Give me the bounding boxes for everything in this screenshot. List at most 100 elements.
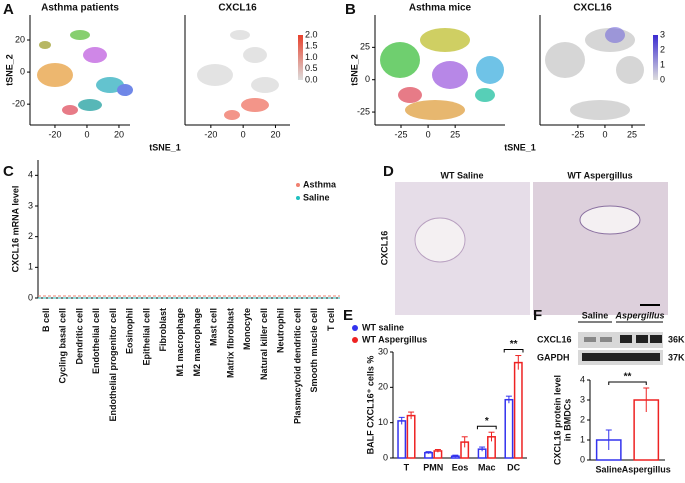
y-axis-label: CXCL16 mRNA level [10, 186, 20, 273]
x-tick-label: 0 [426, 129, 431, 139]
lane-label: Saline [582, 310, 609, 320]
row-label: CXCL16 [379, 231, 389, 266]
y-tick-label: 0 [580, 454, 585, 464]
x-tick-label: Natural killer cell [259, 308, 269, 380]
x-tick-label: T cell [326, 308, 336, 331]
legend-label: Saline [303, 192, 330, 202]
x-tick-label: 20 [114, 129, 124, 139]
x-tick-label: 25 [450, 129, 460, 139]
x-tick-label: Eosinophil [125, 308, 135, 354]
x-tick-label: Smooth muscle cell [309, 308, 319, 393]
bar [513, 361, 523, 459]
legend-swatch [352, 325, 358, 331]
y-tick-label: 3 [28, 200, 33, 210]
y-tick-label: 25 [360, 42, 370, 52]
blot-size: 36KD [668, 334, 685, 344]
colorbar-label: 1.0 [305, 52, 318, 62]
y-axis-label: tSNE_2 [4, 54, 14, 86]
blot-size: 37KD [668, 352, 685, 362]
legend-swatch [352, 337, 358, 343]
layout [37, 27, 668, 365]
x-tick-label: Saline [595, 464, 622, 474]
panel-letter: A [3, 1, 14, 18]
y-tick-label: 1 [28, 262, 33, 272]
y-axis-label: BALF CXCL16⁺ cells % [365, 356, 375, 455]
panel-title: Asthma mice [409, 3, 472, 14]
x-tick-label: Dendritic cell [74, 308, 84, 365]
colorbar-label: 1 [660, 59, 665, 69]
x-tick-label: 0 [241, 129, 246, 139]
x-tick-label: Eos [452, 462, 469, 472]
bar [406, 414, 416, 459]
bar [397, 420, 407, 459]
colorbar-label: 1.5 [305, 41, 318, 51]
blot-row-label: CXCL16 [537, 334, 572, 344]
colorbar-label: 0.0 [305, 74, 318, 84]
y-tick-label: 0 [28, 292, 33, 302]
x-tick-label: Mac [478, 462, 496, 472]
x-tick-label: T [404, 462, 410, 472]
panel-letter: F [533, 307, 542, 324]
x-tick-label: -25 [394, 129, 407, 139]
x-tick-label: DC [507, 462, 520, 472]
x-tick-label: PMN [423, 462, 443, 472]
significance-bracket [608, 381, 647, 385]
legend-label: Asthma [303, 179, 337, 189]
x-tick-label: -20 [204, 129, 217, 139]
x-tick-label: 25 [627, 129, 637, 139]
x-tick-label: B cell [41, 308, 51, 332]
bar [504, 398, 514, 459]
panel-letter: D [383, 163, 394, 180]
colorbar-label: 2.0 [305, 29, 318, 39]
x-tick-label: Cycling basal cell [58, 308, 68, 384]
legend-label: WT saline [362, 322, 404, 332]
y-axis-label: CXCL16 protein level [552, 375, 562, 465]
legend-swatch [296, 196, 300, 200]
x-tick-label: 20 [270, 129, 280, 139]
legend-label: WT Aspergillus [362, 334, 427, 344]
panel-title: CXCL16 [218, 3, 257, 14]
y-tick-label: 0 [383, 452, 388, 462]
column-label: WT Saline [440, 170, 483, 180]
x-axis-label: tSNE_1 [504, 142, 536, 152]
x-tick-label: Aspergillus [622, 464, 671, 474]
significance-bracket [476, 425, 497, 430]
x-tick-label: Plasmacytoid dendritic cell [292, 308, 302, 424]
y-tick-label: 3 [580, 394, 585, 404]
x-tick-label: Neutrophil [276, 308, 286, 353]
y-tick-label: 0 [20, 66, 25, 76]
y-tick-label: -25 [357, 106, 370, 116]
panel-title: CXCL16 [573, 3, 612, 14]
x-tick-label: Mast cell [209, 308, 219, 346]
colorbar-label: 0.5 [305, 63, 318, 73]
y-tick-label: 2 [580, 414, 585, 424]
x-tick-label: 0 [84, 129, 89, 139]
colorbar [653, 35, 658, 80]
x-tick-label: Endothelial progenitor cell [108, 308, 118, 422]
blot-row-label: GAPDH [537, 352, 570, 362]
colorbar [298, 35, 303, 80]
lane-label: Aspergillus [614, 310, 664, 320]
x-tick-label: 0 [602, 129, 607, 139]
y-tick-label: 4 [580, 374, 585, 384]
y-tick-label: 2 [28, 231, 33, 241]
panel-letter: E [343, 307, 353, 324]
significance: * [485, 416, 489, 427]
significance: ** [510, 339, 518, 350]
colorbar-label: 2 [660, 44, 665, 54]
y-tick-label: -20 [12, 99, 25, 109]
y-tick-label: 30 [378, 346, 388, 356]
y-tick-label: 1 [580, 434, 585, 444]
column-label: WT Aspergillus [567, 170, 632, 180]
x-tick-label: Matrix fibroblast [225, 308, 235, 378]
colorbar-label: 0 [660, 74, 665, 84]
y-axis-label: in BMDCs [562, 399, 572, 442]
x-axis-label: tSNE_1 [149, 142, 181, 152]
y-tick-label: 10 [378, 417, 388, 427]
x-tick-label: Epithelial cell [141, 308, 151, 366]
significance-bracket [503, 349, 524, 353]
y-tick-label: 4 [28, 170, 33, 180]
x-tick-label: M2 macrophage [192, 308, 202, 377]
x-tick-label: -20 [48, 129, 61, 139]
